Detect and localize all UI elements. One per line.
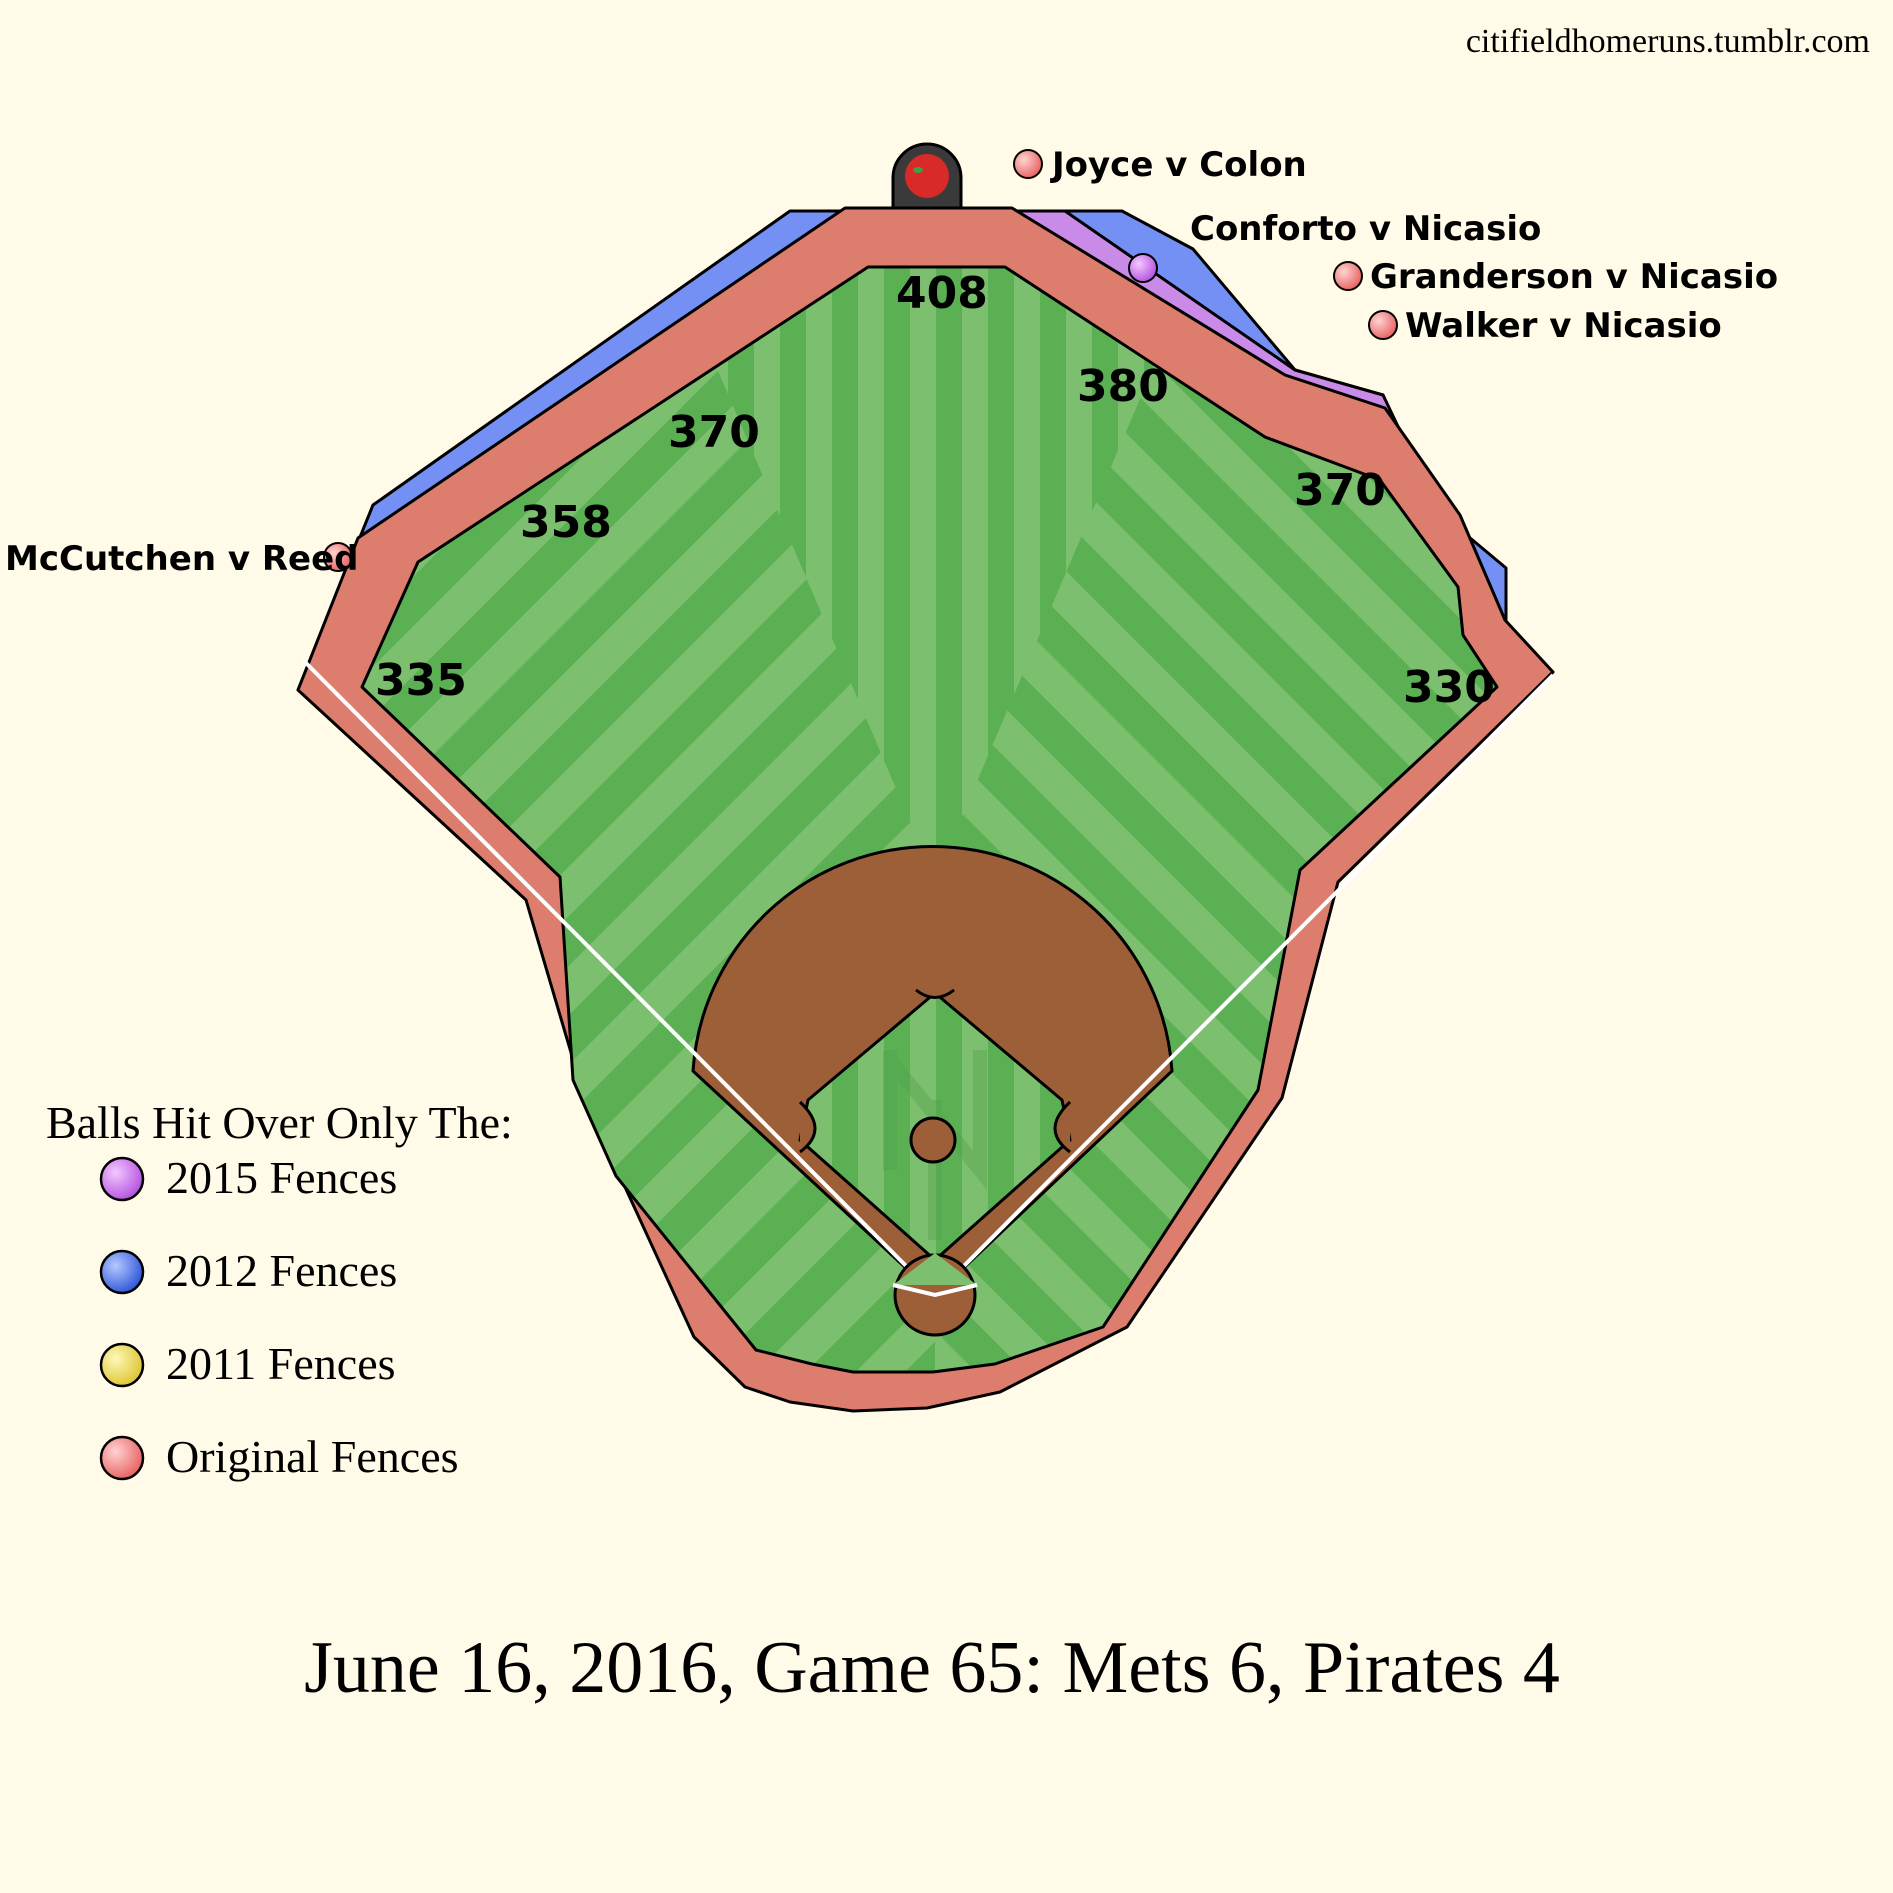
- pitchers-mound: [909, 1116, 957, 1164]
- hr-marker-mccutchen: [323, 542, 353, 572]
- hr-label-conforto: Conforto v Nicasio: [1190, 209, 1541, 249]
- distance-lcf: 370: [668, 407, 760, 458]
- legend-swatch-2011: [99, 1342, 145, 1388]
- hr-label-mccutchen: McCutchen v Reed: [5, 539, 359, 579]
- distance-lf-line: 335: [375, 655, 467, 706]
- hr-marker-joyce: [1013, 149, 1043, 179]
- legend-label-2011: 2011 Fences: [166, 1338, 396, 1389]
- hr-label-joyce: Joyce v Colon: [1050, 145, 1307, 185]
- hr-marker-granderson: [1333, 261, 1363, 291]
- legend-label-2015: 2015 Fences: [166, 1152, 397, 1203]
- legend-label-2012: 2012 Fences: [166, 1245, 397, 1296]
- legend: Balls Hit Over Only The: 2015 Fences 201…: [46, 1097, 513, 1482]
- distance-rf-line: 330: [1403, 662, 1495, 713]
- distance-rf: 370: [1294, 465, 1386, 516]
- distance-rcf: 380: [1077, 361, 1169, 412]
- right-foul-line: [933, 673, 1555, 1297]
- hr-label-granderson: Granderson v Nicasio: [1370, 257, 1778, 297]
- left-foul-line: [301, 658, 937, 1297]
- hr-marker-conforto: [1128, 253, 1158, 283]
- legend-swatch-2015: [99, 1156, 145, 1202]
- legend-swatch-original: [99, 1435, 145, 1481]
- legend-swatch-2012: [99, 1249, 145, 1295]
- site-credit: citifieldhomeruns.tumblr.com: [1466, 23, 1870, 60]
- legend-label-original: Original Fences: [166, 1431, 459, 1482]
- distance-markers: 335 358 370 408 380 370 330: [375, 268, 1495, 713]
- home-run-apple-icon: [891, 142, 963, 210]
- game-title: June 16, 2016, Game 65: Mets 6, Pirates …: [304, 1627, 1560, 1709]
- distance-lf: 358: [520, 497, 612, 548]
- distance-cf: 408: [896, 268, 988, 319]
- home-run-markers: McCutchen v Reed Joyce v Colon Conforto …: [5, 145, 1778, 579]
- hr-marker-walker: [1368, 310, 1398, 340]
- hr-label-walker: Walker v Nicasio: [1405, 306, 1722, 346]
- legend-heading: Balls Hit Over Only The:: [46, 1097, 513, 1148]
